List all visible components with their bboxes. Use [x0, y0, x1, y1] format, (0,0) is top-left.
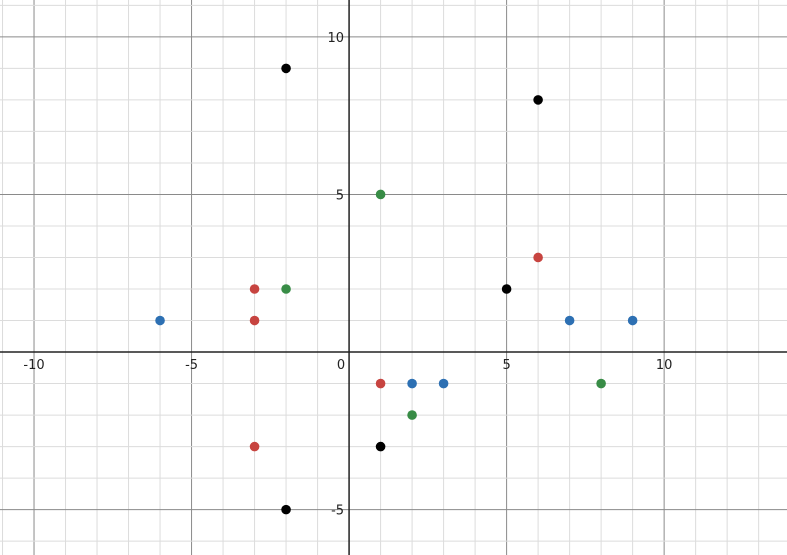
data-point [438, 378, 449, 389]
data-point [375, 378, 386, 389]
data-point [407, 378, 417, 389]
x-tick-label: 0 [337, 358, 345, 373]
data-points [155, 63, 638, 515]
data-point [249, 284, 260, 294]
data-point [281, 284, 291, 294]
data-point [281, 63, 291, 74]
tick-labels: -10 -5 0 5 10 10 5 -5 [23, 31, 672, 519]
data-point [375, 189, 386, 200]
data-point [564, 315, 575, 326]
data-point [249, 315, 260, 326]
data-point [501, 284, 512, 294]
y-tick-label: 10 [328, 31, 345, 46]
x-tick-label: 10 [656, 358, 673, 373]
data-point [533, 252, 543, 263]
x-tick-label: -10 [23, 358, 44, 373]
y-tick-label: 5 [336, 188, 344, 203]
data-point [627, 315, 638, 326]
data-point [533, 95, 543, 105]
x-tick-label: 5 [502, 358, 510, 373]
y-tick-label: -5 [331, 504, 344, 519]
data-point [407, 410, 417, 420]
data-point [375, 441, 386, 452]
data-point [596, 378, 606, 389]
data-point [281, 504, 291, 515]
data-point [249, 441, 260, 452]
x-tick-label: -5 [185, 358, 198, 373]
data-point [155, 315, 165, 326]
